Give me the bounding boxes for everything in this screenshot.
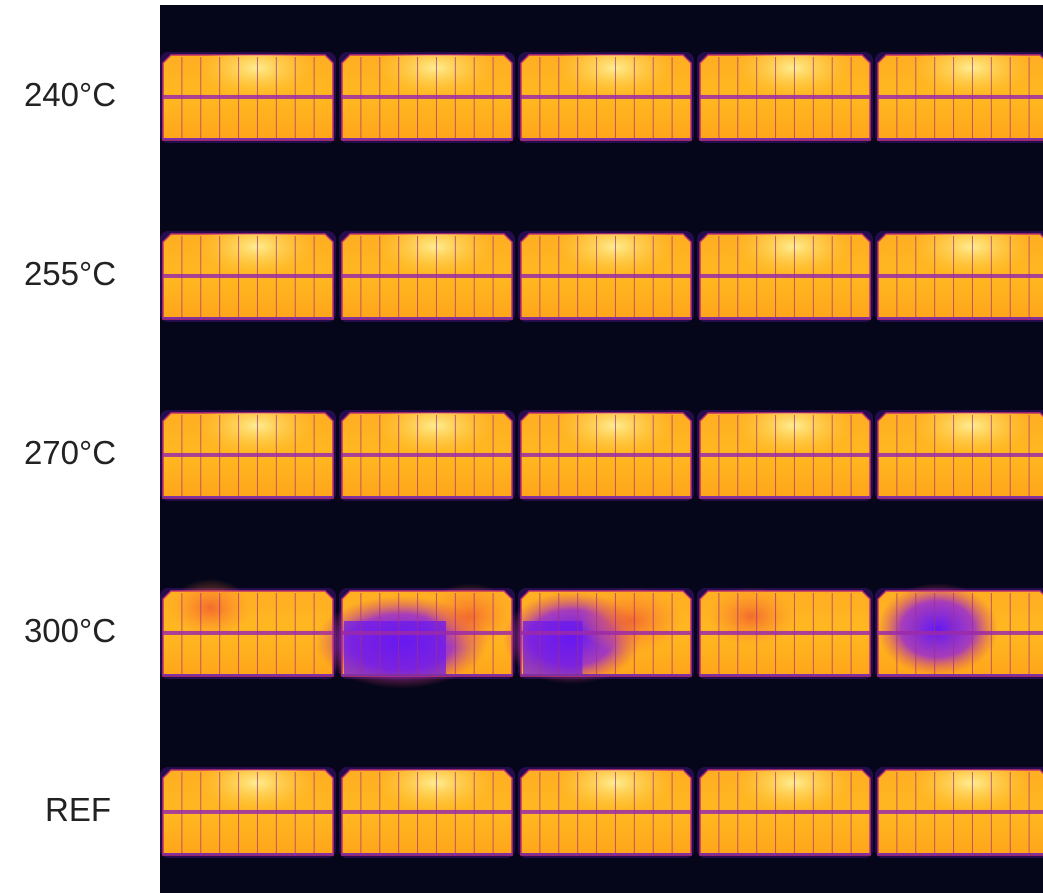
- crack-band: [163, 809, 333, 814]
- crack-band: [163, 452, 333, 457]
- dark-region: [579, 587, 684, 655]
- dark-area: [344, 621, 446, 674]
- crack-band: [878, 630, 1043, 635]
- crack-band: [700, 273, 870, 278]
- cell-image: [697, 587, 873, 679]
- crack-band: [521, 94, 691, 99]
- crack-band: [700, 630, 870, 635]
- cell-image: [518, 231, 694, 322]
- cell-image: [518, 767, 694, 858]
- crack-band: [163, 94, 333, 99]
- cell-image: [697, 410, 873, 501]
- cell-image: [518, 410, 694, 501]
- crack-band: [878, 94, 1043, 99]
- crack-band: [163, 630, 333, 635]
- crack-band: [342, 809, 512, 814]
- cell-image: [315, 583, 515, 689]
- crack-band: [342, 94, 512, 99]
- cell-image: [875, 583, 1043, 679]
- crack-band: [521, 273, 691, 278]
- row-label: 300°C: [24, 612, 116, 649]
- cell-image: [875, 410, 1043, 501]
- crack-band: [521, 809, 691, 814]
- dark-region: [170, 578, 251, 638]
- cell-image: [502, 587, 694, 684]
- crack-band: [878, 452, 1043, 457]
- cell-image: [339, 52, 515, 143]
- row-label: 255°C: [24, 255, 116, 292]
- cell-image: [160, 578, 336, 679]
- cell-image: [339, 410, 515, 501]
- cell-image: [339, 767, 515, 858]
- row-label: REF: [45, 791, 111, 828]
- dark-region: [876, 583, 999, 676]
- row-labels: 240°C 255°C 270°C 300°C REF: [24, 76, 116, 828]
- row-label: 240°C: [24, 76, 116, 113]
- row-label: 270°C: [24, 434, 116, 471]
- crack-band: [163, 273, 333, 278]
- crack-band: [700, 809, 870, 814]
- dark-region: [707, 587, 795, 646]
- cell-image: [160, 52, 336, 143]
- cell-image: [875, 52, 1043, 143]
- crack-band: [521, 452, 691, 457]
- crack-band: [878, 273, 1043, 278]
- cell-image: [339, 231, 515, 322]
- crack-band: [342, 452, 512, 457]
- cell-image: [518, 52, 694, 143]
- crack-band: [700, 94, 870, 99]
- cell-image: [697, 231, 873, 322]
- cell-grid: [160, 52, 1043, 858]
- cell-image: [697, 767, 873, 858]
- crack-band: [878, 809, 1043, 814]
- cell-image: [697, 52, 873, 143]
- cell-image: [875, 231, 1043, 322]
- crack-band: [342, 273, 512, 278]
- crack-band: [521, 630, 691, 635]
- dark-area: [523, 621, 583, 674]
- cell-image: [160, 231, 336, 322]
- crack-band: [700, 452, 870, 457]
- cell-image: [160, 410, 336, 501]
- cell-image: [160, 767, 336, 858]
- cell-image: [875, 767, 1043, 858]
- crack-band: [342, 630, 512, 635]
